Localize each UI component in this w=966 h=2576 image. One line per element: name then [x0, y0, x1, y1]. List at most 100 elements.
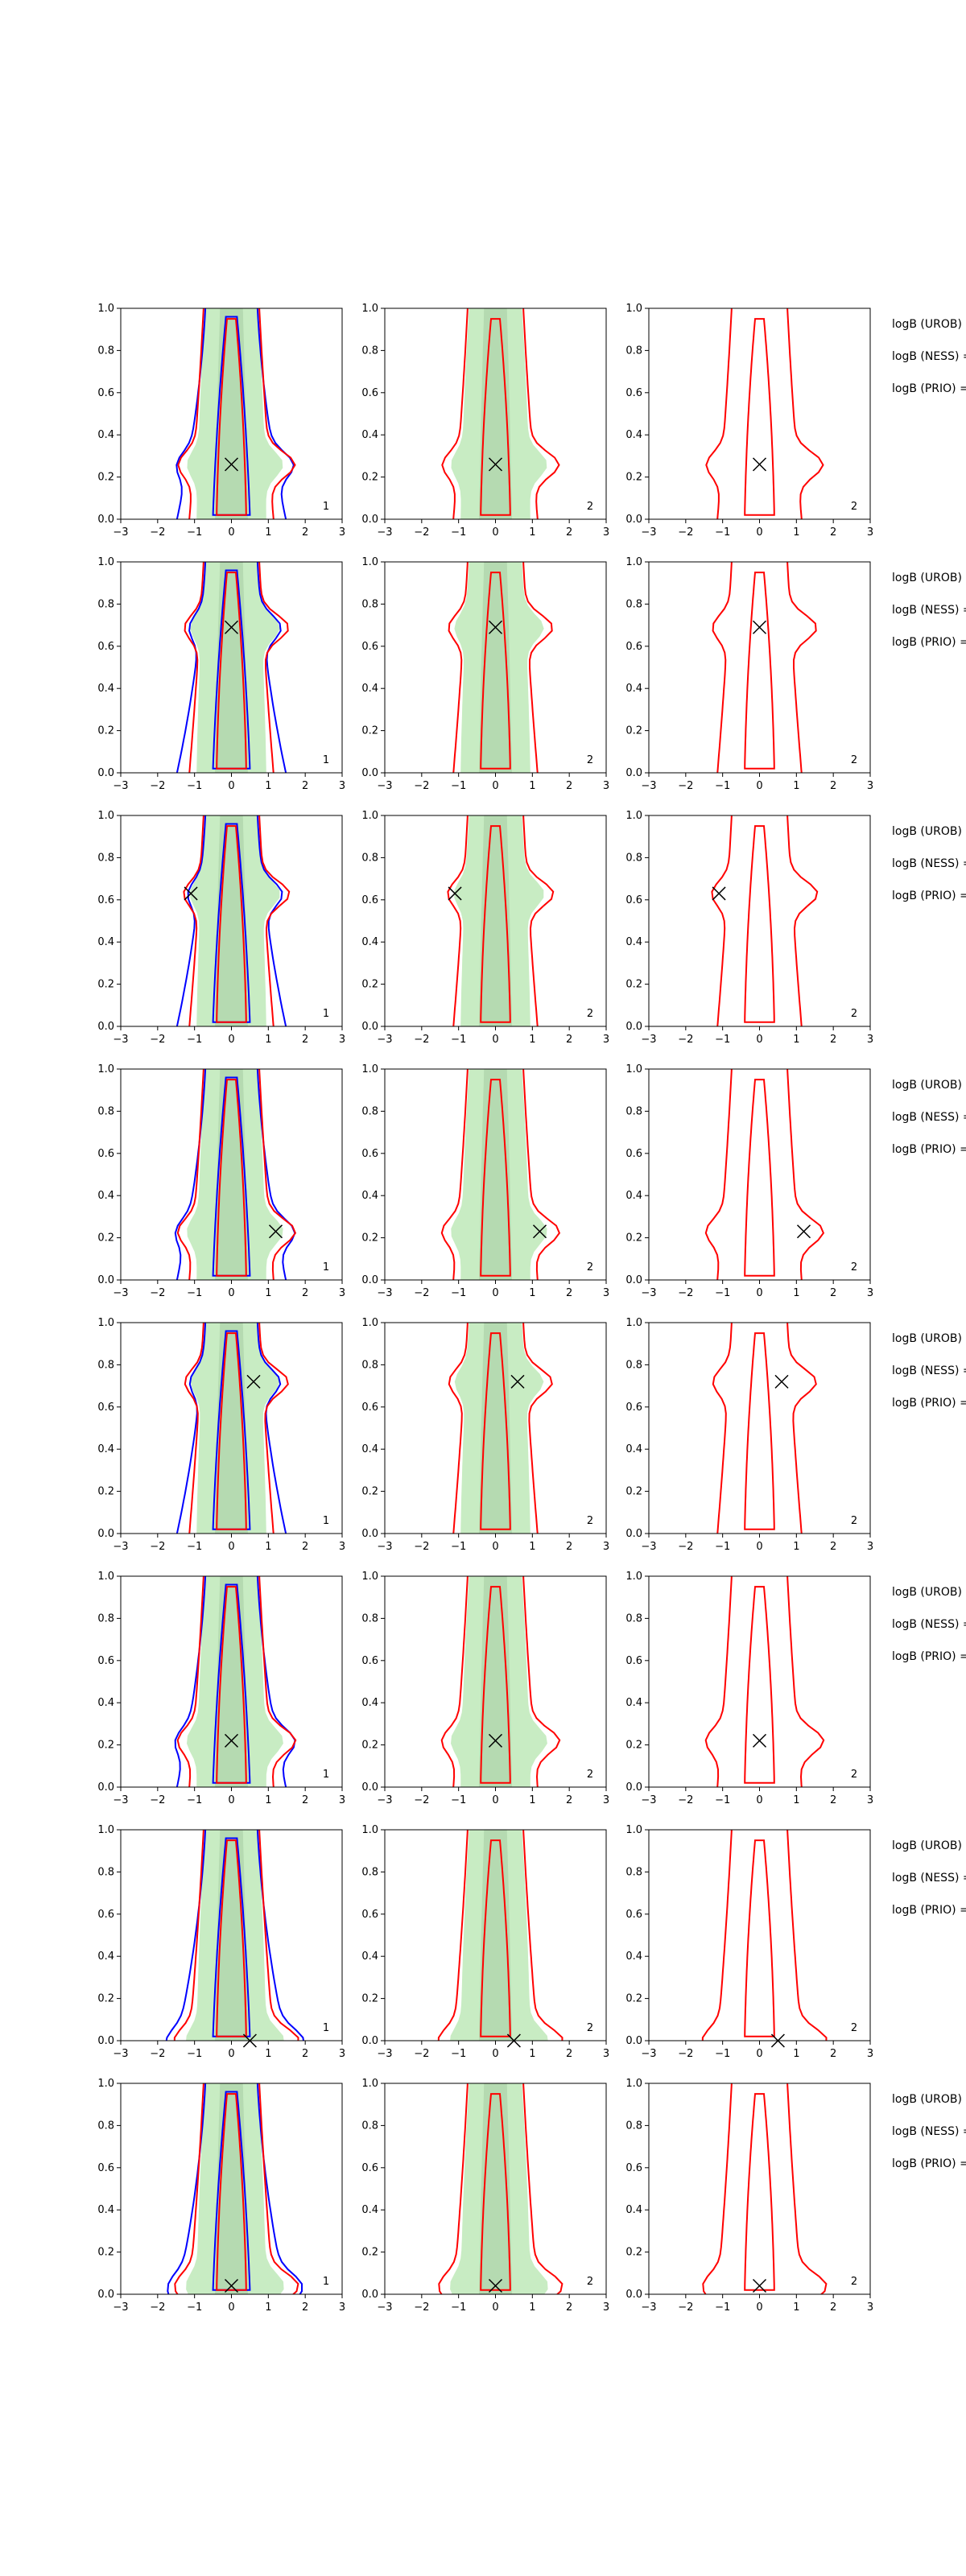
- red-contour-outer: [440, 1069, 561, 1280]
- x-tick-label: 1: [529, 1541, 535, 1553]
- panel-number: 2: [851, 1261, 857, 1274]
- y-tick-label: 0.8: [625, 852, 642, 864]
- plot-area: [712, 562, 817, 773]
- y-tick-label: 0.4: [625, 1443, 642, 1455]
- x-tick-label: 2: [302, 526, 308, 539]
- x-tick-label: 0: [756, 780, 762, 792]
- x-tick-label: −1: [451, 1034, 466, 1046]
- red-contour-inner: [744, 2093, 775, 2291]
- y-tick-label: 0.8: [97, 2120, 114, 2132]
- x-tick-label: −3: [377, 2301, 392, 2314]
- x-tick-label: 2: [830, 1794, 836, 1806]
- plot-area: [448, 562, 553, 773]
- x-tick-label: 3: [603, 2301, 609, 2314]
- blue-contour-inner: [212, 1837, 251, 2037]
- logb-label: logB (UROB) =: [892, 1079, 966, 1092]
- x-tick-label: −2: [150, 2301, 165, 2314]
- y-tick-label: 0.4: [361, 1697, 378, 1709]
- x-tick-label: −1: [451, 1794, 466, 1806]
- plot-area: [712, 1323, 817, 1534]
- true-value-marker: [774, 1374, 789, 1389]
- y-tick-label: 1.0: [97, 1317, 114, 1329]
- x-tick-label: −3: [641, 526, 656, 539]
- x-tick-label: 2: [566, 780, 572, 792]
- red-contour-inner: [216, 572, 247, 770]
- x-tick-label: 1: [793, 2301, 799, 2314]
- x-tick-label: 2: [302, 1794, 308, 1806]
- x-tick-label: −1: [715, 526, 730, 539]
- plot-area: [175, 562, 289, 773]
- y-tick-label: 0.4: [625, 1697, 642, 1709]
- x-tick-label: −3: [641, 1541, 656, 1553]
- x-tick-label: −1: [715, 780, 730, 792]
- logb-label: logB (UROB) =: [892, 825, 966, 838]
- panel-number: 1: [323, 1261, 329, 1274]
- y-tick-label: 0.4: [361, 1951, 378, 1963]
- x-tick-label: 2: [830, 1541, 836, 1553]
- y-tick-label: 0.6: [625, 387, 642, 399]
- x-tick-label: 1: [793, 1287, 799, 1299]
- y-tick-label: 0.4: [97, 1697, 114, 1709]
- x-tick-label: 1: [793, 2048, 799, 2060]
- x-tick-label: −1: [187, 1541, 202, 1553]
- x-tick-label: −1: [715, 2048, 730, 2060]
- y-tick-label: 0.0: [625, 2035, 642, 2047]
- true-value-marker: [488, 1733, 503, 1748]
- x-tick-label: −3: [113, 1287, 128, 1299]
- red-contour-outer: [173, 1830, 299, 2041]
- x-tick-label: −1: [451, 1287, 466, 1299]
- y-tick-label: 0.4: [361, 1190, 378, 1202]
- blue-contour-outer: [175, 562, 287, 773]
- logb-label: logB (PRIO) =: [892, 1143, 966, 1156]
- panel-number: 1: [323, 2022, 329, 2034]
- y-tick-label: 0.6: [97, 387, 114, 399]
- y-tick-label: 0.2: [625, 1740, 642, 1752]
- panel-r4-c1: −3 −2 −1 0 1 2 3 0.0 0.2 0.4 0.6 0.8 1.0 1: [97, 1063, 345, 1299]
- plot-area: [167, 2083, 303, 2294]
- y-tick-label: 0.2: [361, 1740, 378, 1752]
- red-contour-outer: [440, 1576, 561, 1787]
- x-tick-label: 0: [228, 2048, 234, 2060]
- y-tick-label: 0.0: [97, 1528, 114, 1540]
- y-tick-label: 0.0: [625, 514, 642, 526]
- panel-number: 2: [587, 2022, 593, 2034]
- y-tick-label: 0.2: [361, 1486, 378, 1498]
- x-tick-label: 3: [339, 780, 345, 792]
- plot-area: [174, 1576, 297, 1787]
- y-tick-label: 0.6: [625, 1148, 642, 1160]
- plot-area: [704, 1576, 825, 1787]
- y-tick-label: 0.6: [97, 641, 114, 653]
- panel-number: 1: [323, 1769, 329, 1781]
- x-tick-label: 2: [566, 1034, 572, 1046]
- true-value-marker: [752, 620, 767, 634]
- y-tick-label: 0.0: [97, 514, 114, 526]
- y-tick-label: 0.8: [97, 1359, 114, 1371]
- x-tick-label: −3: [377, 1034, 392, 1046]
- y-tick-label: 0.6: [625, 894, 642, 906]
- x-tick-label: −2: [150, 526, 165, 539]
- x-tick-label: 3: [339, 1034, 345, 1046]
- y-tick-label: 0.2: [97, 1993, 114, 2005]
- x-tick-label: 2: [302, 1541, 308, 1553]
- y-tick-label: 1.0: [97, 2078, 114, 2090]
- y-tick-label: 0.2: [361, 725, 378, 737]
- y-tick-label: 0.4: [625, 936, 642, 948]
- true-value-marker: [488, 2278, 503, 2293]
- logb-label: logB (UROB) =: [892, 572, 966, 584]
- x-tick-label: 0: [756, 1034, 762, 1046]
- row-8-logb-labels: logB (UROB) = logB (NESS) = logB (PRIO) =: [892, 2093, 966, 2170]
- x-tick-label: −1: [451, 2301, 466, 2314]
- x-tick-label: 3: [867, 1034, 873, 1046]
- x-tick-label: 1: [265, 780, 271, 792]
- x-tick-label: 0: [492, 2048, 498, 2060]
- logb-label: logB (PRIO) =: [892, 382, 966, 395]
- x-tick-label: 0: [756, 526, 762, 539]
- y-tick-label: 1.0: [625, 1317, 642, 1329]
- x-tick-label: 3: [339, 1541, 345, 1553]
- x-tick-label: −2: [678, 1287, 693, 1299]
- x-tick-label: 0: [756, 1541, 762, 1553]
- y-tick-label: 0.6: [625, 2162, 642, 2174]
- y-tick-label: 1.0: [361, 810, 378, 822]
- red-contour-inner: [216, 1586, 247, 1784]
- x-tick-label: 3: [339, 1794, 345, 1806]
